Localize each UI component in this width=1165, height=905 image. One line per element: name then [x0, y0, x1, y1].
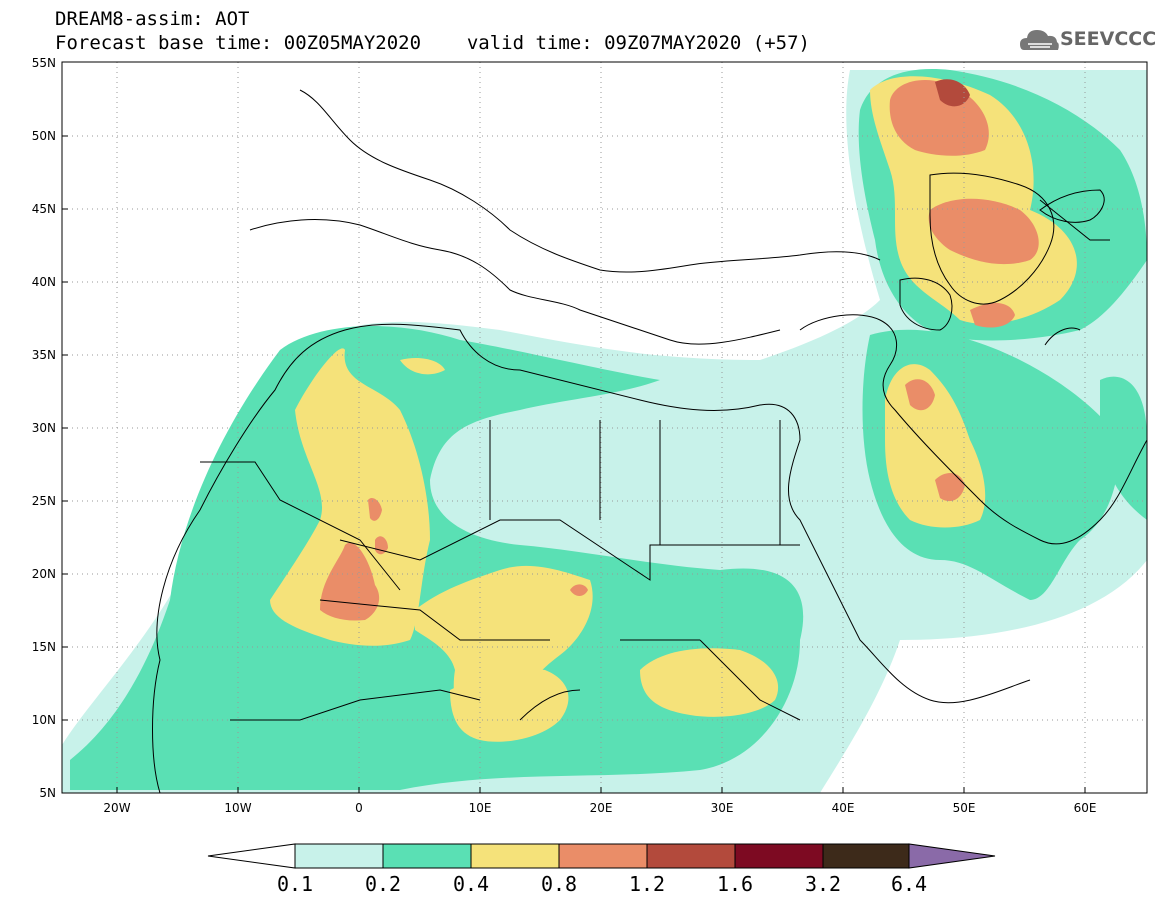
colorbar-arrow-high — [908, 843, 996, 869]
lon-label: 60E — [1074, 801, 1097, 815]
lat-label: 50N — [32, 129, 56, 143]
lat-label: 10N — [32, 713, 56, 727]
colorbar-label: 3.2 — [805, 872, 841, 896]
lon-label: 40E — [832, 801, 855, 815]
lon-tick-labels: 20W 10W 0 10E 20E 30E 40E 50E 60E — [103, 801, 1096, 815]
axis-ticks — [62, 135, 1086, 793]
cloud-icon — [1020, 30, 1059, 50]
colorbar-segment — [734, 843, 824, 869]
colorbar-label: 0.1 — [277, 872, 313, 896]
colorbar-label: 1.6 — [717, 872, 753, 896]
lat-label: 30N — [32, 421, 56, 435]
colorbar-labels: 0.1 0.2 0.4 0.8 1.2 1.6 3.2 6.4 — [277, 872, 927, 896]
colorbar — [207, 843, 996, 869]
colorbar-segment — [294, 843, 384, 869]
lon-label: 30E — [711, 801, 734, 815]
lon-label: 10W — [224, 801, 251, 815]
aot-level-1.2 — [935, 79, 970, 107]
colorbar-arrow-low — [207, 843, 296, 869]
valid-time: valid time: 09Z07MAY2020 (+57) — [466, 32, 810, 54]
lat-label: 35N — [32, 348, 56, 362]
lat-label: 25N — [32, 494, 56, 508]
chart-title: DREAM8-assim: AOT — [55, 8, 250, 30]
lon-label: 0 — [355, 801, 363, 815]
colorbar-segment — [646, 843, 736, 869]
colorbar-label: 6.4 — [891, 872, 927, 896]
lat-label: 45N — [32, 202, 56, 216]
colorbar-segment — [822, 843, 910, 869]
aot-fields — [62, 69, 1147, 793]
forecast-base-time: Forecast base time: 00Z05MAY2020 — [55, 32, 422, 54]
colorbar-label: 0.2 — [365, 872, 401, 896]
colorbar-label: 0.8 — [541, 872, 577, 896]
lat-label: 20N — [32, 567, 56, 581]
lon-label: 50E — [953, 801, 976, 815]
lat-label: 55N — [32, 56, 56, 70]
lat-tick-labels: 5N 10N 15N 20N 25N 30N 35N 40N 45N 50N 5… — [32, 56, 56, 800]
coastlines — [152, 89, 1147, 793]
colorbar-segment — [382, 843, 472, 869]
colorbar-label: 0.4 — [453, 872, 489, 896]
lon-label: 20E — [590, 801, 613, 815]
colorbar-label: 1.2 — [629, 872, 665, 896]
colorbar-segment — [470, 843, 560, 869]
lat-label: 15N — [32, 640, 56, 654]
logo-text: SEEVCCC — [1060, 28, 1157, 50]
lon-label: 20W — [103, 801, 130, 815]
lon-label: 10E — [469, 801, 492, 815]
colorbar-segment — [558, 843, 648, 869]
lat-label: 40N — [32, 275, 56, 289]
chart-subtitle: Forecast base time: 00Z05MAY2020 valid t… — [55, 32, 810, 54]
lat-label: 5N — [39, 786, 56, 800]
